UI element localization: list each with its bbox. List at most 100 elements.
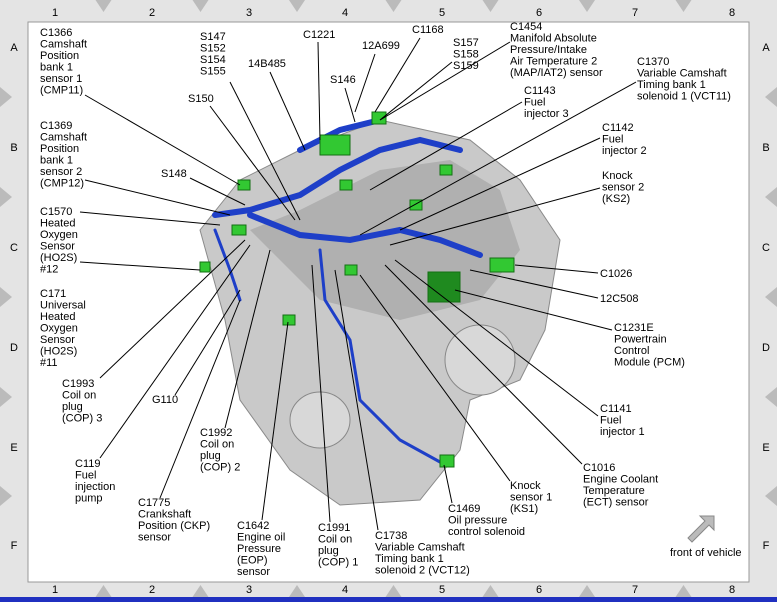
leader-line (79, 211, 221, 226)
grid-tick (385, 585, 402, 597)
callout-label: Variable Camshaft (637, 68, 727, 80)
leader-line (99, 239, 246, 379)
grid-tick (289, 585, 305, 597)
connector (231, 224, 247, 236)
callout-label: Sensor (40, 241, 75, 253)
callout-label: Universal (40, 300, 86, 312)
pulley (289, 391, 351, 449)
column-label: 2 (149, 584, 155, 596)
callout-label: Position (40, 50, 79, 62)
callout-label: Sensor (40, 334, 75, 346)
leader-line (269, 71, 306, 151)
column-label: 2 (149, 7, 155, 19)
callout-label: C1454 (510, 21, 542, 33)
leader-line (443, 464, 453, 504)
callout-label: (COP) 3 (62, 413, 102, 425)
grid-tick (0, 387, 12, 407)
column-label: 7 (632, 7, 638, 19)
callout-label: S150 (188, 93, 214, 105)
callout-label: (KS1) (510, 503, 538, 515)
callout-label: (CMP12) (40, 178, 84, 190)
grid-tick (765, 187, 777, 207)
column-label: 7 (632, 584, 638, 596)
callout-label: Coil on (62, 390, 96, 402)
callout-label: C171 (40, 288, 66, 300)
leader-line (334, 269, 379, 531)
grid-tick (0, 187, 12, 207)
callout-label: Fuel (524, 97, 545, 109)
callout-label: Variable Camshaft (375, 542, 465, 554)
callout-label: sensor 1 (40, 73, 82, 85)
row-label: B (762, 142, 769, 154)
column-label: 3 (246, 584, 252, 596)
callout-label: C1369 (40, 120, 72, 132)
callout-label: Pressure (237, 543, 281, 555)
column-label: 4 (342, 7, 348, 19)
leader-line (84, 94, 241, 186)
callout-label: Timing bank 1 (375, 553, 444, 565)
row-label: A (10, 42, 18, 54)
callout-label: Oil pressure (448, 515, 507, 527)
column-label: 5 (439, 7, 445, 19)
connector (371, 111, 387, 125)
grid-tick (765, 387, 777, 407)
column-label: 1 (52, 584, 58, 596)
grid-tick (482, 585, 499, 597)
row-label: E (762, 442, 769, 454)
grid-tick (0, 486, 12, 506)
callout-label: (COP) 2 (200, 462, 240, 474)
callout-label: Heated (40, 311, 75, 323)
leader-line (374, 37, 421, 113)
leader-line (369, 101, 523, 191)
grid-tick (0, 287, 12, 307)
harness-wire (247, 212, 483, 258)
grid-tick (765, 486, 777, 506)
grid-tick (192, 585, 209, 597)
callout-label: Fuel (75, 470, 96, 482)
connector (339, 179, 353, 191)
callout-label: sensor 1 (510, 492, 552, 504)
callout-label: S146 (330, 74, 356, 86)
callout-label: Oxygen (40, 323, 78, 335)
harness-wire (318, 248, 442, 464)
callout-label: 12A699 (362, 40, 400, 52)
leader-line (174, 289, 241, 396)
grid-tick (675, 0, 692, 12)
column-label: 8 (729, 584, 735, 596)
row-label: F (11, 540, 18, 552)
leader-line (359, 274, 511, 482)
connector (439, 454, 455, 468)
grid-tick (289, 0, 305, 12)
connectors (199, 111, 515, 468)
callout-label: C1142 (602, 122, 634, 134)
grid-tick (192, 0, 209, 12)
callout-label: plug (200, 450, 221, 462)
callout-label: Coil on (200, 439, 234, 451)
callout-label: Crankshaft (138, 509, 191, 521)
leader-line (514, 264, 599, 274)
row-label: D (762, 342, 770, 354)
callout-label: S147 (200, 31, 226, 43)
grid-tick (95, 585, 112, 597)
leader-line (229, 81, 301, 221)
callout-label: (CMP11) (40, 85, 83, 97)
callout-label: Oxygen (40, 229, 78, 241)
callout-label: C1221 (303, 29, 335, 41)
callout-label: S155 (200, 66, 226, 78)
callout-label: solenoid 2 (VCT12) (375, 565, 470, 577)
leader-line (379, 41, 511, 121)
leader-line (359, 81, 637, 236)
column-label: 1 (52, 7, 58, 19)
leader-line (394, 259, 599, 417)
callout-label: #12 (40, 264, 58, 276)
callout-label: Temperature (583, 485, 645, 497)
leader-line (79, 261, 201, 271)
connector (319, 134, 351, 156)
leader-line (159, 299, 241, 499)
callout-label: (HO2S) (40, 252, 77, 264)
callout-label: (MAP/IAT2) sensor (510, 67, 603, 79)
harness (212, 117, 483, 464)
callout-label: Fuel (600, 415, 621, 427)
row-label: A (762, 42, 770, 54)
